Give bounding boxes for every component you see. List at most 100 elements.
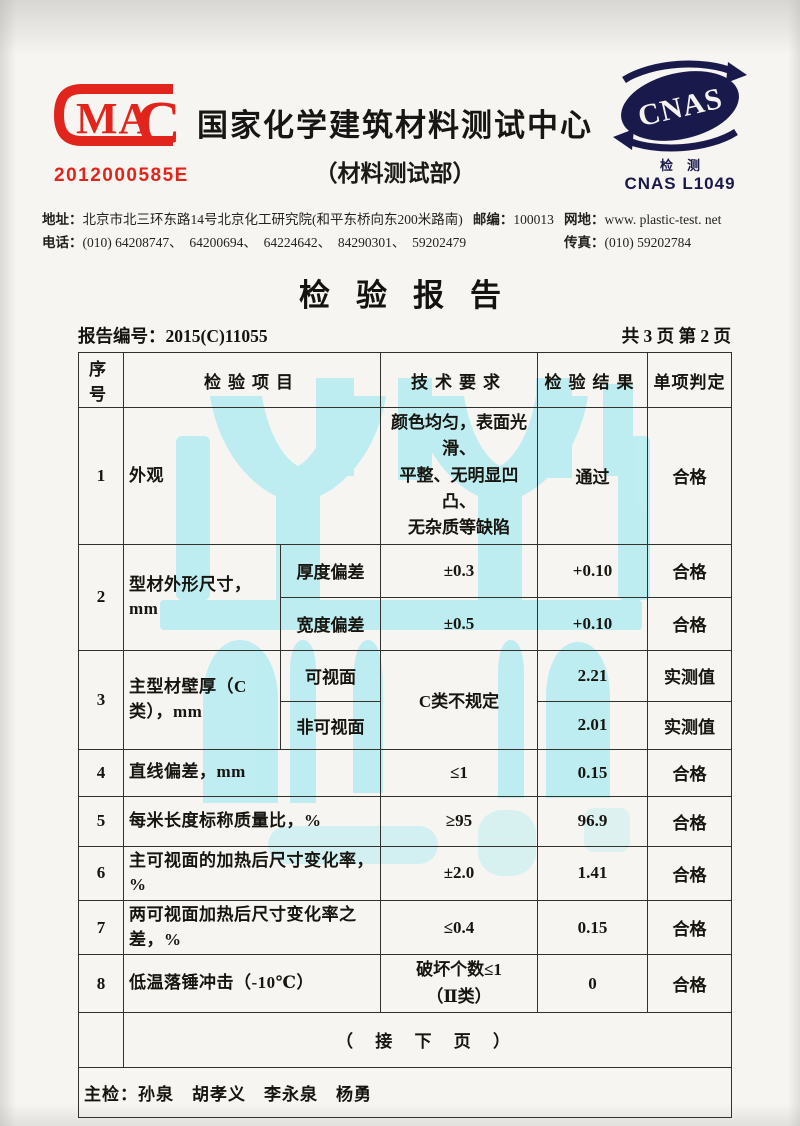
- requirement-line: 颜色均匀，表面光滑、: [391, 413, 527, 459]
- inspectors-line: 主检：孙泉 胡孝义 李永泉 杨勇: [78, 1066, 732, 1118]
- cma-logo-icon: MA C: [53, 84, 181, 158]
- table-row: 3 主型材壁厚（C类），mm 可视面 C类不规定 2.21 实测值: [78, 649, 732, 750]
- verdict-cell: 合格: [647, 899, 732, 956]
- report-number: 报告编号：2015(C)11055: [78, 323, 268, 348]
- seq-cell: 4: [78, 748, 124, 797]
- seq-cell: 1: [78, 407, 124, 545]
- contact-line-2: 电话：(010) 64208747、 64200694、 64224642、 8…: [42, 231, 764, 254]
- col-header-requirement: 技术要求: [380, 352, 538, 408]
- seq-cell: 6: [78, 845, 124, 902]
- inspectors-row: 主检：孙泉 胡孝义 李永泉 杨勇: [78, 1066, 732, 1118]
- telephone-field: 电话：(010) 64208747、 64200694、 64224642、 8…: [42, 231, 466, 254]
- result-cell: 0.15: [537, 899, 648, 956]
- requirement-cell: ±2.0: [380, 845, 538, 902]
- requirement-line: 破坏个数≤1: [416, 960, 502, 980]
- requirement-cell: 颜色均匀，表面光滑、 平整、无明显凹凸、 无杂质等缺陷: [380, 407, 538, 545]
- website-field: 网地：www. plastic-test. net: [564, 208, 764, 231]
- zip-field: 邮编：100013: [473, 208, 554, 231]
- verdict-cell: 实测值: [647, 649, 732, 702]
- seq-cell: 2: [78, 543, 124, 651]
- table-row: 宽度偏差 ±0.5 +0.10 合格: [79, 596, 732, 651]
- subitem-cell: 非可视面: [280, 700, 381, 750]
- cnas-logo-icon: CNAS: [613, 60, 747, 152]
- seq-cell: 3: [78, 649, 124, 750]
- item-cell: 主可视面的加热后尺寸变化率，%: [123, 845, 381, 902]
- org-subtitle: （材料测试部）: [314, 161, 476, 186]
- report-title: 检验报告: [299, 278, 527, 313]
- verdict-cell: 合格: [647, 407, 732, 545]
- address-label: 地址：: [42, 212, 83, 227]
- page-indicator: 共 3 页 第 2 页: [621, 326, 731, 346]
- col-header-seq: 序号: [78, 352, 124, 408]
- item-cell: 直线偏差，mm: [123, 748, 381, 797]
- report-meta-row: 报告编号：2015(C)11055 共 3 页 第 2 页: [78, 323, 731, 348]
- verdict-cell: 合格: [647, 543, 732, 598]
- seq-cell: 8: [78, 954, 124, 1013]
- col-header-item: 检验项目: [123, 352, 381, 408]
- results-table: 序号 检验项目 技术要求 检验结果 单项判定 1 外观 颜色均匀，表面光滑、 平…: [78, 352, 732, 1118]
- table-row: 4 直线偏差，mm ≤1 0.15 合格: [78, 748, 732, 797]
- report-number-value: 2015(C)11055: [165, 326, 268, 346]
- verdict-cell: 合格: [647, 596, 732, 651]
- item-cell: 每米长度标称质量比，%: [123, 795, 381, 847]
- org-title: 国家化学建筑材料测试中心: [197, 108, 593, 143]
- item-cell: 型材外形尺寸，mm: [123, 543, 281, 651]
- result-cell: +0.10: [537, 543, 648, 598]
- table-row: 非可视面 2.01 实测值: [79, 700, 732, 750]
- requirement-cell: 破坏个数≤1 （Ⅱ类）: [380, 954, 538, 1013]
- fax-value: (010) 59202784: [604, 235, 692, 250]
- telephone-label: 电话：: [42, 235, 83, 250]
- cma-block: MA C 2012000585E: [52, 82, 202, 187]
- requirement-line: （Ⅱ类）: [426, 986, 492, 1006]
- address-field: 地址：北京市北三环东路14号北京化工研究院(和平东桥向东200米路南): [42, 208, 463, 231]
- continuation-left-cell: [78, 1011, 124, 1068]
- address-value: 北京市北三环东路14号北京化工研究院(和平东桥向东200米路南): [82, 212, 463, 227]
- cnas-tag-label: 检测: [659, 158, 714, 173]
- zip-value: 100013: [513, 212, 554, 227]
- item-cell: 低温落锤冲击（-10℃）: [123, 954, 381, 1013]
- cnas-cert-number: CNAS L1049: [624, 174, 736, 193]
- seq-cell: 5: [78, 795, 124, 847]
- continuation-row: （ 接 下 页 ）: [78, 1011, 732, 1068]
- requirement-cell: ±0.3: [380, 543, 538, 598]
- cma-certificate-number: 2012000585E: [54, 165, 189, 186]
- verdict-cell: 合格: [647, 795, 732, 847]
- subitem-cell: 厚度偏差: [280, 543, 381, 598]
- report-number-label: 报告编号：: [78, 326, 166, 346]
- cnas-block: CNAS 检测 CNAS L1049: [596, 60, 764, 194]
- contact-line-1: 地址：北京市北三环东路14号北京化工研究院(和平东桥向东200米路南) 邮编：1…: [42, 208, 764, 231]
- continuation-note: （ 接 下 页 ）: [123, 1011, 732, 1068]
- seq-cell: 7: [78, 899, 124, 956]
- table-row: 8 低温落锤冲击（-10℃） 破坏个数≤1 （Ⅱ类） 0 合格: [78, 954, 732, 1013]
- table-header-row: 序号 检验项目 技术要求 检验结果 单项判定: [78, 352, 732, 408]
- item-cell: 主型材壁厚（C类），mm: [123, 649, 281, 750]
- table-row: 2 型材外形尺寸，mm 厚度偏差 ±0.3 +0.10 合格: [78, 543, 732, 651]
- result-cell: 2.21: [537, 649, 648, 702]
- requirement-cell: C类不规定: [380, 649, 538, 750]
- telephone-value: (010) 64208747、 64200694、 64224642、 8429…: [82, 235, 467, 250]
- contact-block: 地址：北京市北三环东路14号北京化工研究院(和平东桥向东200米路南) 邮编：1…: [42, 208, 764, 254]
- requirement-line: 平整、无明显凹凸、: [399, 465, 519, 512]
- table-row: 7 两可视面加热后尺寸变化率之差，% ≤0.4 0.15 合格: [78, 899, 732, 956]
- verdict-cell: 合格: [647, 845, 732, 902]
- website-value: www. plastic-test. net: [604, 212, 722, 227]
- item-cell: 外观: [123, 407, 381, 545]
- requirement-cell: ≥95: [380, 795, 538, 847]
- result-cell: 96.9: [537, 795, 648, 847]
- item-cell: 两可视面加热后尺寸变化率之差，%: [123, 899, 381, 956]
- result-cell: 0.15: [537, 748, 648, 797]
- fax-field: 传真：(010) 59202784: [564, 231, 764, 254]
- zip-label: 邮编：: [472, 212, 514, 227]
- website-label: 网地：: [564, 212, 605, 227]
- result-cell: 2.01: [537, 700, 648, 750]
- verdict-cell: 实测值: [647, 700, 732, 750]
- verdict-cell: 合格: [647, 954, 732, 1013]
- cma-letters-ma: MA: [76, 94, 151, 143]
- col-header-verdict: 单项判定: [647, 352, 732, 408]
- requirement-cell: ±0.5: [380, 596, 538, 651]
- table-row: 5 每米长度标称质量比，% ≥95 96.9 合格: [78, 795, 732, 847]
- fax-label: 传真：: [564, 235, 605, 250]
- result-cell: 通过: [537, 407, 648, 545]
- cma-letter-c: C: [136, 90, 180, 154]
